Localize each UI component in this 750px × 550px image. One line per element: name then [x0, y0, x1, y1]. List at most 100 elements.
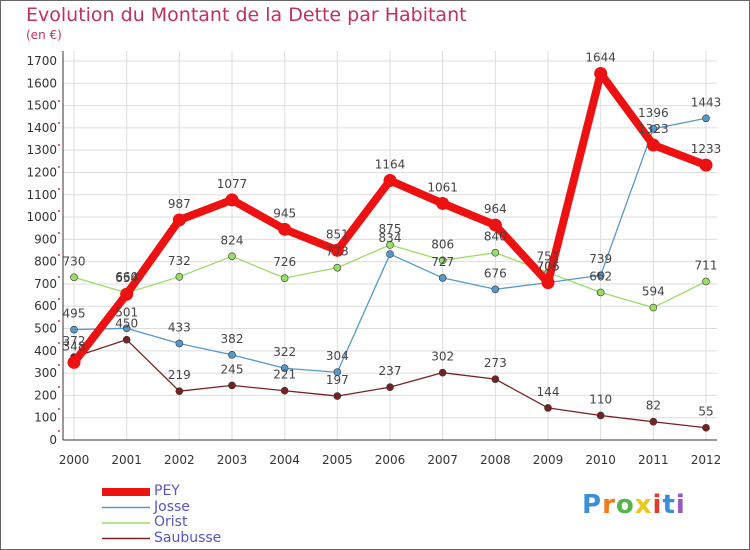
data-label-pey: 1164: [375, 157, 406, 171]
data-label-saubusse: 144: [537, 385, 560, 399]
y-tick-label: 500: [34, 322, 57, 336]
data-label-orist: 840: [484, 230, 507, 244]
data-label-orist: 806: [431, 237, 454, 251]
x-tick-label: 2012: [691, 453, 722, 467]
y-tick-label: 1300: [26, 143, 57, 157]
data-point-josse: [122, 324, 131, 333]
data-label-orist: 751: [537, 250, 560, 264]
data-label-josse: 501: [115, 305, 138, 319]
data-point-orist: [228, 252, 236, 261]
data-point-josse: [438, 274, 447, 282]
data-point-josse: [491, 285, 500, 294]
data-label-orist: 594: [642, 285, 665, 299]
data-label-josse: 834: [379, 231, 402, 245]
data-label-saubusse: 82: [646, 399, 661, 413]
data-label-orist: 773: [326, 245, 349, 259]
chart-title: Evolution du Montant de la Dette par Hab…: [26, 4, 467, 26]
data-label-josse: 382: [221, 332, 244, 346]
y-tick-label: 900: [34, 232, 57, 246]
data-label-pey: 1233: [691, 142, 722, 156]
data-label-saubusse: 302: [431, 350, 454, 364]
y-tick-label: 1600: [26, 76, 57, 90]
data-point-pey: [383, 173, 397, 187]
x-tick-label: 2005: [322, 453, 353, 467]
data-label-pey: 987: [168, 197, 191, 211]
data-point-josse: [228, 351, 236, 359]
data-point-saubusse: [544, 404, 552, 412]
data-point-saubusse: [438, 368, 447, 377]
data-point-josse: [333, 368, 342, 377]
data-point-josse: [649, 124, 658, 133]
data-point-orist: [280, 274, 289, 282]
data-label-pey: 851: [326, 227, 349, 241]
data-point-pey: [120, 287, 134, 301]
data-label-pey: 1323: [638, 122, 669, 136]
data-point-josse: [175, 339, 184, 348]
data-point-josse: [70, 325, 78, 334]
data-label-orist: 660: [115, 270, 138, 284]
data-point-pey: [541, 276, 555, 290]
data-point-orist: [386, 241, 394, 249]
x-tick-label: 2006: [375, 453, 406, 467]
data-label-orist: 726: [273, 255, 296, 269]
data-point-pey: [699, 158, 713, 172]
x-tick-label: 2007: [427, 453, 458, 467]
x-tick-label: 2002: [164, 453, 195, 467]
y-tick-label: 200: [34, 388, 57, 402]
data-label-saubusse: 110: [589, 392, 612, 406]
data-label-pey: 1077: [217, 177, 248, 191]
data-point-orist: [70, 273, 78, 282]
data-point-orist: [438, 256, 447, 265]
data-point-orist: [649, 303, 658, 312]
legend-label-saubusse: Saubusse: [154, 529, 222, 546]
data-point-saubusse: [228, 381, 236, 390]
data-label-pey: 348: [63, 339, 86, 353]
legend-label-orist: Orist: [154, 514, 188, 530]
data-label-pey: 964: [484, 202, 507, 216]
data-label-saubusse: 450: [115, 317, 138, 331]
x-tick-label: 2008: [480, 453, 511, 467]
y-tick-label: 600: [34, 299, 57, 313]
data-label-saubusse: 221: [273, 368, 296, 382]
proxiti-logo: Proxiti: [582, 490, 686, 520]
chart-subtitle: (en €): [26, 28, 62, 42]
data-label-josse: 727: [431, 255, 454, 269]
x-tick-label: 2001: [111, 453, 142, 467]
data-label-josse: 495: [63, 307, 86, 321]
legend-label-josse: Josse: [154, 498, 190, 515]
data-point-pey: [172, 213, 186, 227]
data-label-orist: 824: [221, 233, 244, 247]
data-point-orist: [491, 248, 500, 257]
x-tick-label: 2004: [269, 453, 300, 467]
data-label-josse: 433: [168, 320, 191, 334]
y-tick-label: 300: [34, 366, 57, 380]
y-tick-label: 1500: [26, 99, 57, 113]
x-tick-label: 2010: [585, 453, 616, 467]
legend-label-pey: PEY: [154, 483, 180, 499]
data-point-saubusse: [702, 423, 710, 432]
data-label-saubusse: 372: [63, 334, 86, 348]
data-point-orist: [175, 273, 184, 281]
data-label-saubusse: 219: [168, 368, 191, 382]
data-label-pey: 1061: [427, 180, 458, 194]
data-point-saubusse: [280, 386, 289, 395]
data-point-saubusse: [491, 375, 500, 383]
data-label-saubusse: 197: [326, 373, 349, 387]
data-label-orist: 730: [63, 254, 86, 268]
data-point-josse: [702, 114, 710, 123]
y-tick-label: 700: [34, 277, 57, 291]
data-point-pey: [67, 355, 81, 369]
data-point-saubusse: [175, 387, 184, 395]
y-tick-label: 400: [34, 344, 57, 358]
data-point-saubusse: [333, 392, 342, 400]
data-label-saubusse: 273: [484, 356, 507, 370]
data-point-saubusse: [122, 335, 131, 344]
data-label-orist: 711: [695, 258, 718, 272]
data-label-saubusse: 237: [379, 364, 402, 378]
x-tick-label: 2000: [59, 453, 90, 467]
data-label-pey: 945: [273, 206, 296, 220]
data-label-josse: 1396: [638, 106, 669, 120]
data-point-saubusse: [596, 411, 605, 420]
data-point-orist: [596, 288, 605, 297]
